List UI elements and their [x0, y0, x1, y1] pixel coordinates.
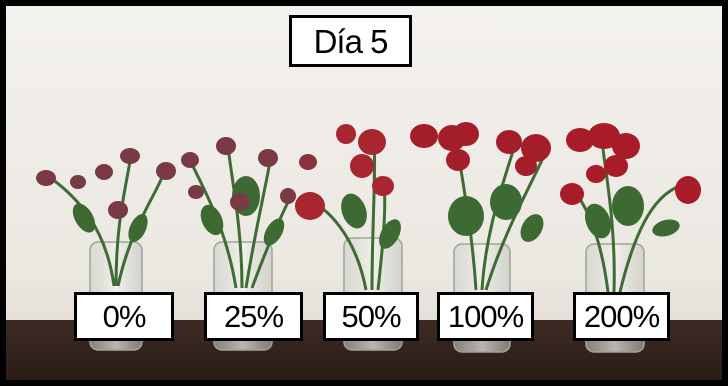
wilted-roses: [36, 137, 296, 219]
leaves: [72, 176, 680, 249]
concentration-label-50: 50%: [323, 292, 419, 341]
roses-200: [560, 123, 701, 205]
concentration-label-0: 0%: [74, 292, 174, 341]
title-label: Día 5: [289, 15, 412, 67]
roses-100: [410, 122, 551, 176]
concentration-label-200: 200%: [573, 292, 670, 341]
roses-50: [295, 124, 394, 220]
concentration-label-100: 100%: [437, 292, 534, 341]
concentration-label-25: 25%: [204, 292, 303, 341]
